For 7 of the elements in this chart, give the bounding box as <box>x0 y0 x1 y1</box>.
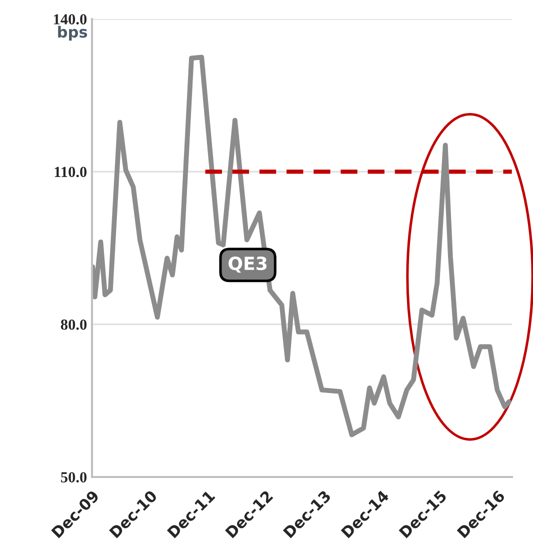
y-axis-title: bps <box>58 26 88 41</box>
y-tick-label: 110.0 <box>54 166 87 178</box>
y-tick-label: 50.0 <box>61 472 87 483</box>
line-series <box>92 54 512 438</box>
y-tick-label: 80.0 <box>60 319 87 330</box>
y-tick-label: 140.0 <box>54 14 87 25</box>
annotation: QE3 <box>228 256 267 273</box>
